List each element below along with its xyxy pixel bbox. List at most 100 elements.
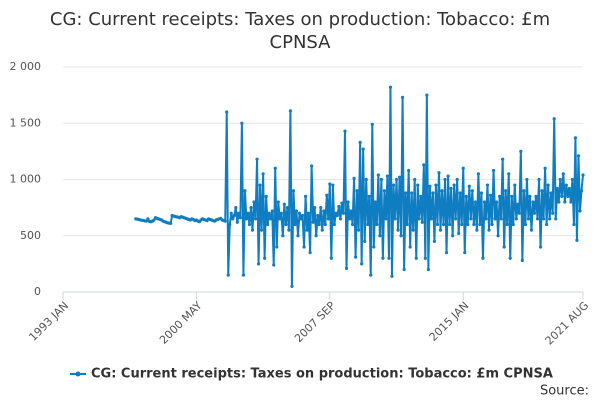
point [246,211,250,215]
point [225,110,229,114]
point [435,222,440,227]
point [569,200,573,204]
point [517,211,521,215]
point [466,222,470,227]
point [294,209,299,213]
point [313,206,317,210]
point [364,177,368,182]
point [470,189,474,193]
point [416,183,420,187]
point [437,171,441,175]
point [501,157,505,161]
point [419,194,423,198]
point [360,262,364,266]
point [169,221,173,225]
point [250,228,255,232]
point [502,245,506,249]
y-tick-label: 0 [34,285,41,298]
x-tick-label: 2000 MAY [157,299,205,347]
point [449,186,453,191]
point [394,177,399,182]
point [504,189,508,193]
point [320,228,324,232]
point [372,245,376,249]
point [508,256,512,260]
point [443,177,447,182]
point [357,228,361,232]
point [554,217,558,221]
point [287,228,291,232]
point [494,200,499,204]
point [296,234,300,238]
point [316,213,320,218]
point [514,217,518,221]
point [381,256,385,260]
y-tick-label: 2 000 [10,60,42,73]
point [467,184,471,188]
point [279,211,283,215]
point [341,211,346,215]
point [458,191,462,195]
point [311,220,315,224]
point [306,211,311,215]
point [325,193,329,197]
point [314,234,318,238]
point [410,191,414,195]
point [405,222,409,227]
point [446,174,450,178]
point [293,222,297,227]
point [391,183,396,187]
point [370,122,374,126]
point [434,183,438,187]
point [505,222,509,227]
point [481,256,485,260]
point [507,172,511,176]
point [420,220,424,224]
series-line [135,86,584,288]
point [290,284,294,288]
point [475,228,479,232]
point [476,172,480,176]
point [455,177,459,182]
point [469,217,473,221]
point [557,200,561,204]
point [426,267,430,272]
point [541,217,546,221]
point [532,211,537,215]
point [235,220,239,224]
point [552,117,556,121]
point [567,186,571,191]
point [241,273,246,277]
point [457,231,461,236]
point [228,222,232,227]
point [529,228,534,232]
point [234,206,238,210]
point [549,191,553,195]
point [393,217,397,221]
chart-title: CG: Current receipts: Taxes on productio… [50,9,550,30]
point [373,200,377,204]
point [407,168,411,173]
legend-marker [75,371,81,377]
point [428,184,432,188]
point [490,222,494,227]
point [555,186,559,191]
point [566,194,570,198]
point [460,222,464,227]
point [331,183,335,187]
point [267,211,271,215]
point [264,194,268,198]
point [563,200,567,204]
x-tick-label: 2021 AUG [543,299,592,348]
chart-subtitle: CPNSA [270,32,332,53]
point [152,218,156,222]
point [425,93,429,97]
point [255,157,259,161]
point [440,189,444,193]
point [273,166,277,170]
point [337,204,341,209]
point [513,183,517,187]
point [361,147,365,151]
point [388,85,393,89]
